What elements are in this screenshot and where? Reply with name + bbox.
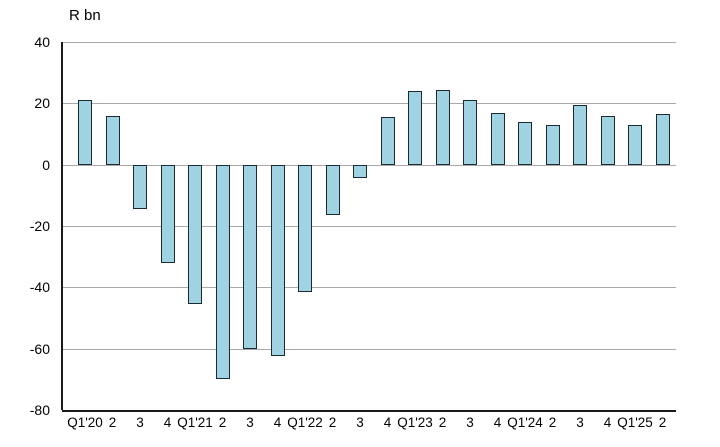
y-tick-label-0: 0 [42, 156, 50, 173]
y-axis-spine [61, 42, 63, 410]
x-tick-label-10: 3 [356, 415, 364, 430]
x-tick-label-16: Q1'24 [507, 415, 543, 430]
x-tick-label-14: 3 [466, 415, 474, 430]
x-tick-label-20: Q1'25 [617, 415, 653, 430]
bar-18-3 [573, 104, 587, 165]
x-tick-label-18: 3 [576, 415, 584, 430]
gridline-20 [62, 103, 676, 105]
y-tick-label--40: -40 [29, 279, 50, 296]
bar-7-4 [270, 164, 285, 357]
bar-3-4 [160, 164, 175, 263]
x-tick-label-4: Q1'21 [177, 415, 213, 430]
y-tick-label-40: 40 [34, 34, 50, 50]
bar-11-4 [380, 117, 395, 165]
bar-5-2 [215, 164, 230, 380]
x-axis-line [62, 409, 676, 412]
x-tick-label-0: Q1'20 [67, 415, 103, 430]
x-tick-label-3: 4 [163, 415, 172, 430]
bar-12-Q1'23 [408, 91, 422, 165]
bar-15-4 [490, 112, 505, 165]
gridline--40 [62, 287, 676, 289]
x-tick-label-6: 3 [246, 415, 254, 430]
gridline-0 [62, 164, 676, 166]
bar-1-2 [105, 115, 120, 165]
bar-9-2 [325, 164, 340, 216]
bar-21-2 [655, 114, 670, 165]
gridline--60 [62, 348, 676, 350]
x-tick-label-9: 2 [328, 415, 337, 430]
bar-8-Q1'22 [298, 164, 312, 292]
y-tick-label--20: -20 [29, 218, 50, 234]
chart-title: R bn [69, 7, 101, 24]
bar-19-4 [600, 115, 615, 165]
gridline--20 [62, 226, 676, 227]
bar-14-3 [463, 100, 477, 165]
x-tick-label-13: 2 [438, 415, 447, 430]
y-tick-label--80: -80 [29, 402, 50, 418]
x-tick-label-12: Q1'23 [397, 415, 433, 430]
bar-20-Q1'25 [628, 124, 642, 165]
bar-17-2 [545, 124, 560, 165]
x-tick-label-1: 2 [108, 415, 117, 430]
bar-0-Q1'20 [78, 100, 92, 165]
x-tick-label-5: 2 [218, 415, 227, 430]
y-tick-label-20: 20 [34, 95, 50, 112]
bar-13-2 [435, 89, 450, 165]
bar-4-Q1'21 [188, 164, 202, 305]
x-tick-label-2: 3 [136, 415, 144, 430]
bar-6-3 [243, 164, 257, 349]
bar-2-3 [133, 164, 147, 210]
x-tick-label-7: 4 [273, 415, 282, 430]
x-tick-label-21: 2 [658, 415, 667, 430]
bar-16-Q1'24 [518, 121, 532, 165]
x-tick-label-19: 4 [603, 415, 612, 430]
x-tick-label-11: 4 [383, 415, 392, 430]
x-tick-label-17: 2 [548, 415, 557, 430]
x-tick-label-8: Q1'22 [287, 415, 323, 430]
x-tick-label-15: 4 [493, 415, 502, 430]
y-tick-label--60: -60 [29, 340, 50, 357]
gridline-40 [62, 42, 676, 43]
bar-10-3 [353, 164, 367, 179]
